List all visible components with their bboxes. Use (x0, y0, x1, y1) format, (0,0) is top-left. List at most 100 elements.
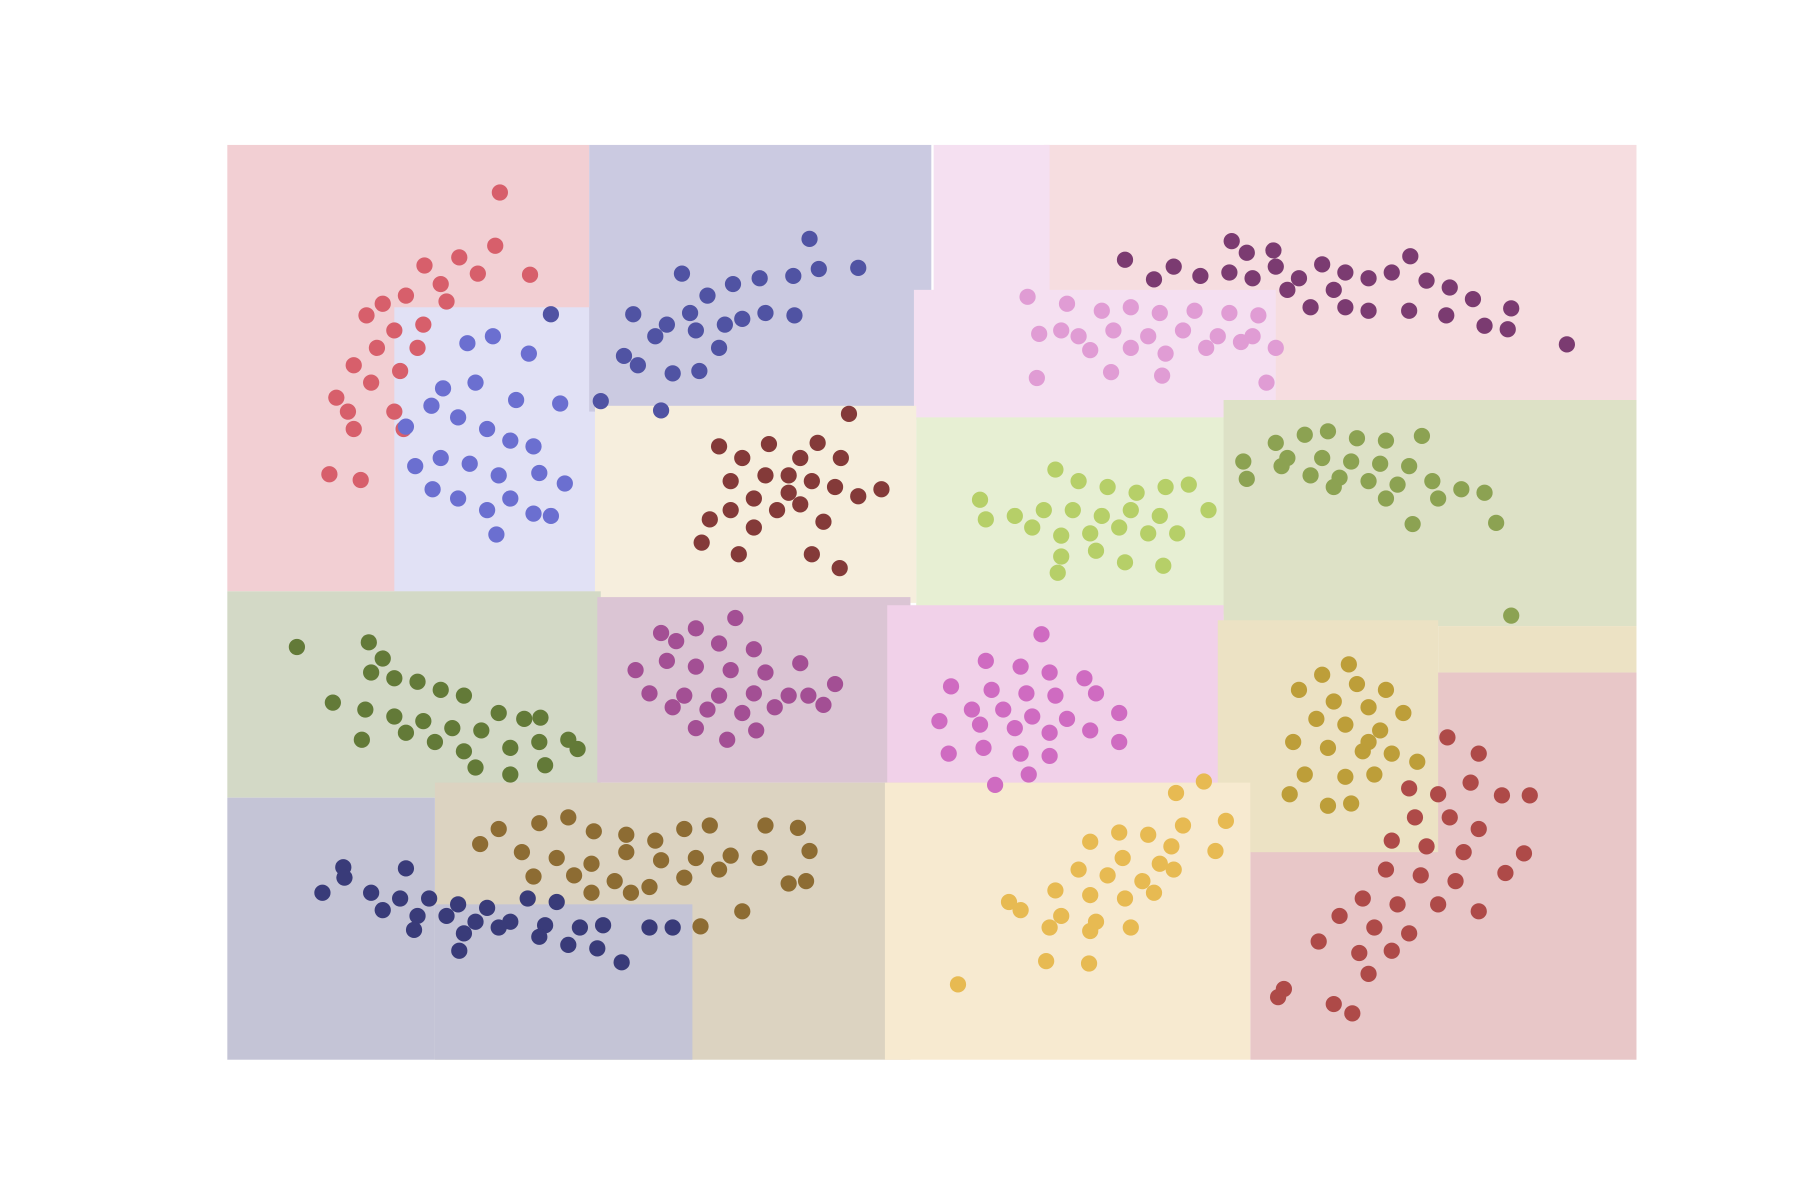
point (1099, 478, 1116, 496)
point (1064, 502, 1081, 519)
point (1082, 886, 1099, 904)
point (490, 467, 507, 484)
point (803, 546, 820, 563)
point (450, 490, 467, 507)
point (1325, 281, 1342, 298)
point (745, 519, 762, 536)
point (467, 759, 484, 776)
point (652, 402, 670, 419)
point (1033, 626, 1050, 643)
point (531, 733, 548, 751)
point (815, 513, 832, 530)
point (455, 743, 473, 760)
point (986, 776, 1004, 794)
region (1223, 400, 1637, 627)
point (1389, 476, 1406, 493)
point (519, 890, 536, 907)
point (1145, 884, 1163, 901)
point (594, 917, 612, 934)
point (397, 287, 415, 304)
point (1462, 774, 1479, 791)
point (1157, 478, 1174, 496)
point (1314, 256, 1331, 273)
point (687, 322, 704, 339)
point (1401, 302, 1418, 319)
point (360, 634, 377, 651)
point (1470, 903, 1487, 920)
point (1058, 710, 1076, 727)
point (1279, 281, 1296, 298)
point (407, 457, 424, 475)
point (792, 449, 809, 467)
point (450, 896, 467, 913)
point (615, 347, 633, 365)
point (971, 716, 989, 733)
point (1360, 733, 1377, 751)
point (1366, 766, 1383, 783)
point (801, 842, 818, 860)
point (647, 832, 664, 849)
point (760, 435, 778, 453)
point (556, 475, 573, 492)
point (687, 620, 704, 637)
point (940, 745, 957, 762)
point (734, 704, 751, 722)
point (1128, 484, 1145, 501)
point (502, 432, 519, 449)
point (1070, 861, 1087, 878)
point (1006, 720, 1023, 737)
point (432, 681, 449, 698)
point (1430, 896, 1447, 913)
point (1070, 473, 1087, 490)
point (641, 878, 658, 896)
point (1140, 525, 1157, 542)
point (1503, 300, 1520, 317)
point (1105, 322, 1122, 339)
point (1401, 925, 1418, 942)
point (693, 534, 710, 551)
point (363, 664, 380, 681)
point (1360, 965, 1377, 983)
point (785, 267, 802, 285)
point (1024, 519, 1041, 536)
point (716, 316, 733, 333)
point (1000, 893, 1018, 911)
point (434, 380, 452, 397)
point (363, 884, 380, 901)
point (1325, 478, 1342, 496)
point (719, 731, 736, 748)
point (455, 925, 473, 942)
point (1464, 291, 1482, 308)
point (652, 624, 670, 642)
point (1476, 484, 1493, 501)
point (722, 662, 739, 679)
point (478, 420, 496, 438)
point (1116, 251, 1134, 268)
point (1038, 953, 1055, 970)
point (487, 237, 504, 254)
series (472, 809, 818, 935)
point (491, 184, 508, 201)
point (1070, 328, 1087, 345)
point (1122, 502, 1139, 519)
point (1082, 342, 1099, 359)
point (1325, 995, 1342, 1013)
point (1515, 845, 1533, 862)
point (664, 365, 681, 382)
point (397, 724, 415, 741)
point (467, 374, 484, 391)
point (1238, 470, 1255, 487)
point (1488, 514, 1505, 532)
point (438, 293, 455, 310)
point (1053, 907, 1070, 925)
point (1389, 896, 1406, 913)
point (618, 826, 635, 843)
point (353, 731, 370, 748)
point (1180, 476, 1197, 493)
point (1377, 681, 1395, 698)
point (363, 374, 380, 391)
point (1409, 753, 1426, 770)
point (1310, 933, 1327, 950)
